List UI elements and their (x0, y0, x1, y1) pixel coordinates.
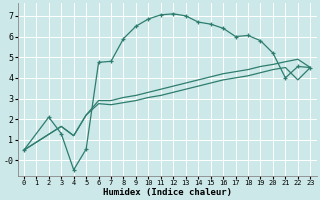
X-axis label: Humidex (Indice chaleur): Humidex (Indice chaleur) (103, 188, 232, 197)
